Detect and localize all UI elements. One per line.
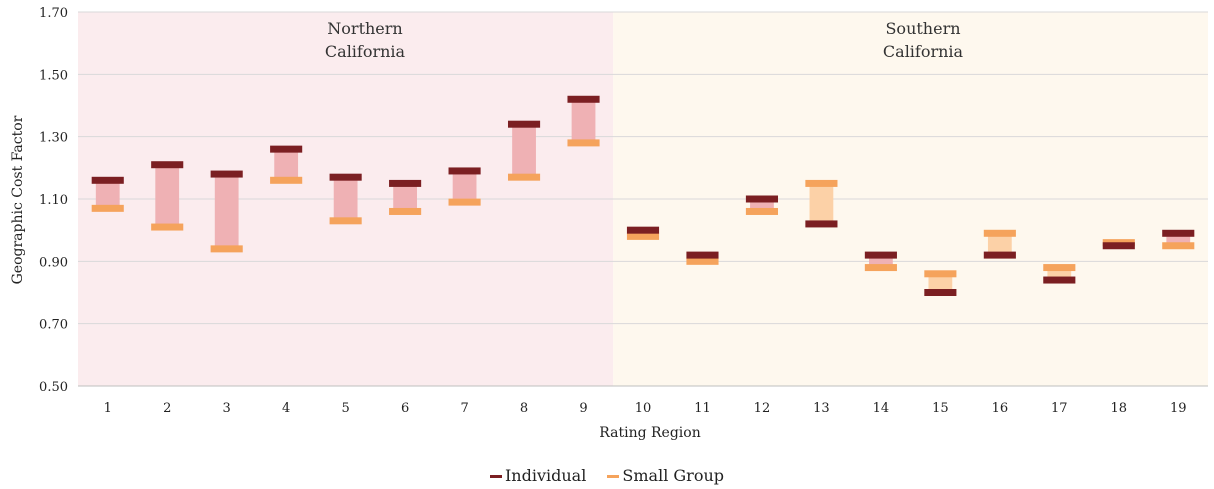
- range-bar-4: [274, 149, 299, 181]
- y-tick-label-3: 1.10: [39, 193, 68, 208]
- legend-swatch-small-group: [607, 475, 620, 478]
- marker-individual-12: [745, 195, 779, 203]
- region-label-north-1: Northern: [327, 19, 402, 38]
- range-bar-5: [333, 177, 358, 221]
- marker-individual-2: [151, 161, 184, 169]
- region-label-south-2: California: [883, 42, 964, 61]
- marker-individual-10: [626, 226, 660, 234]
- marker-small-group-5: [329, 217, 362, 225]
- marker-individual-6: [389, 179, 422, 187]
- x-tick-label-8: 8: [520, 401, 528, 416]
- marker-individual-19: [1162, 229, 1195, 237]
- range-bar-16: [987, 233, 1012, 256]
- marker-small-group-19: [1162, 242, 1195, 250]
- legend-swatch-individual: [489, 475, 502, 478]
- marker-individual-1: [91, 176, 124, 184]
- marker-individual-17: [1043, 276, 1076, 284]
- marker-small-group-6: [389, 207, 422, 215]
- x-tick-label-14: 14: [873, 401, 890, 416]
- x-axis-title: Rating Region: [599, 425, 700, 441]
- marker-small-group-2: [151, 223, 184, 231]
- marker-individual-13: [805, 220, 838, 228]
- y-tick-label-4: 1.30: [39, 131, 68, 146]
- legend: Individual Small Group: [0, 466, 1214, 485]
- marker-small-group-17: [1043, 264, 1076, 272]
- legend-item-small-group: Small Group: [607, 466, 724, 485]
- range-bar-8: [512, 124, 536, 178]
- x-tick-label-16: 16: [992, 401, 1009, 416]
- range-bar-1: [95, 180, 120, 209]
- marker-individual-7: [448, 167, 481, 175]
- x-tick-label-4: 4: [282, 401, 290, 416]
- range-bar-6: [393, 183, 417, 212]
- y-axis-title: Geographic Cost Factor: [10, 115, 26, 284]
- y-tick-label-6: 1.70: [39, 6, 68, 21]
- x-tick-label-12: 12: [754, 401, 771, 416]
- range-bar-3: [214, 174, 239, 249]
- marker-individual-3: [210, 170, 243, 178]
- marker-small-group-11: [686, 257, 719, 265]
- marker-small-group-1: [91, 204, 124, 212]
- marker-individual-18: [1102, 242, 1135, 250]
- region-label-north-2: California: [325, 42, 406, 61]
- x-tick-label-3: 3: [223, 401, 231, 416]
- marker-individual-14: [864, 251, 897, 259]
- marker-individual-15: [924, 289, 957, 296]
- x-tick-label-13: 13: [813, 401, 830, 416]
- range-bar-13: [809, 183, 834, 224]
- marker-individual-11: [686, 251, 719, 259]
- marker-small-group-3: [210, 245, 243, 253]
- range-bar-9: [571, 99, 596, 143]
- y-tick-label-1: 0.70: [39, 318, 68, 333]
- marker-small-group-14: [864, 264, 897, 272]
- marker-small-group-8: [507, 173, 541, 181]
- legend-label-individual: Individual: [504, 466, 587, 485]
- x-tick-label-7: 7: [460, 401, 468, 416]
- y-tick-label-5: 1.50: [39, 68, 68, 83]
- marker-individual-8: [507, 120, 541, 128]
- region-label-south-1: Southern: [885, 19, 960, 38]
- x-tick-label-5: 5: [341, 401, 349, 416]
- x-tick-label-1: 1: [104, 401, 112, 416]
- x-tick-label-18: 18: [1111, 401, 1128, 416]
- x-tick-label-2: 2: [163, 401, 171, 416]
- marker-small-group-7: [448, 198, 481, 206]
- range-bar-2: [155, 164, 180, 228]
- legend-item-individual: Individual: [489, 466, 587, 485]
- x-tick-label-11: 11: [694, 401, 711, 416]
- marker-small-group-12: [745, 207, 779, 215]
- marker-individual-4: [270, 145, 303, 153]
- range-bar-7: [452, 170, 477, 203]
- range-bar-15: [928, 273, 953, 293]
- legend-label-small-group: Small Group: [622, 466, 725, 485]
- marker-individual-5: [329, 173, 362, 181]
- y-tick-label-2: 0.90: [39, 255, 68, 270]
- x-tick-label-15: 15: [932, 401, 949, 416]
- marker-individual-9: [567, 95, 600, 103]
- x-tick-label-10: 10: [635, 401, 652, 416]
- x-tick-label-9: 9: [579, 401, 587, 416]
- marker-small-group-15: [924, 270, 957, 278]
- marker-small-group-9: [567, 139, 600, 147]
- y-tick-label-0: 0.50: [39, 380, 68, 395]
- x-tick-label-6: 6: [401, 401, 409, 416]
- marker-small-group-16: [983, 229, 1016, 237]
- x-tick-label-17: 17: [1051, 401, 1068, 416]
- marker-small-group-10: [626, 232, 660, 240]
- x-tick-label-19: 19: [1170, 401, 1187, 416]
- marker-small-group-13: [805, 179, 838, 187]
- marker-small-group-4: [270, 176, 303, 184]
- marker-individual-16: [983, 251, 1016, 259]
